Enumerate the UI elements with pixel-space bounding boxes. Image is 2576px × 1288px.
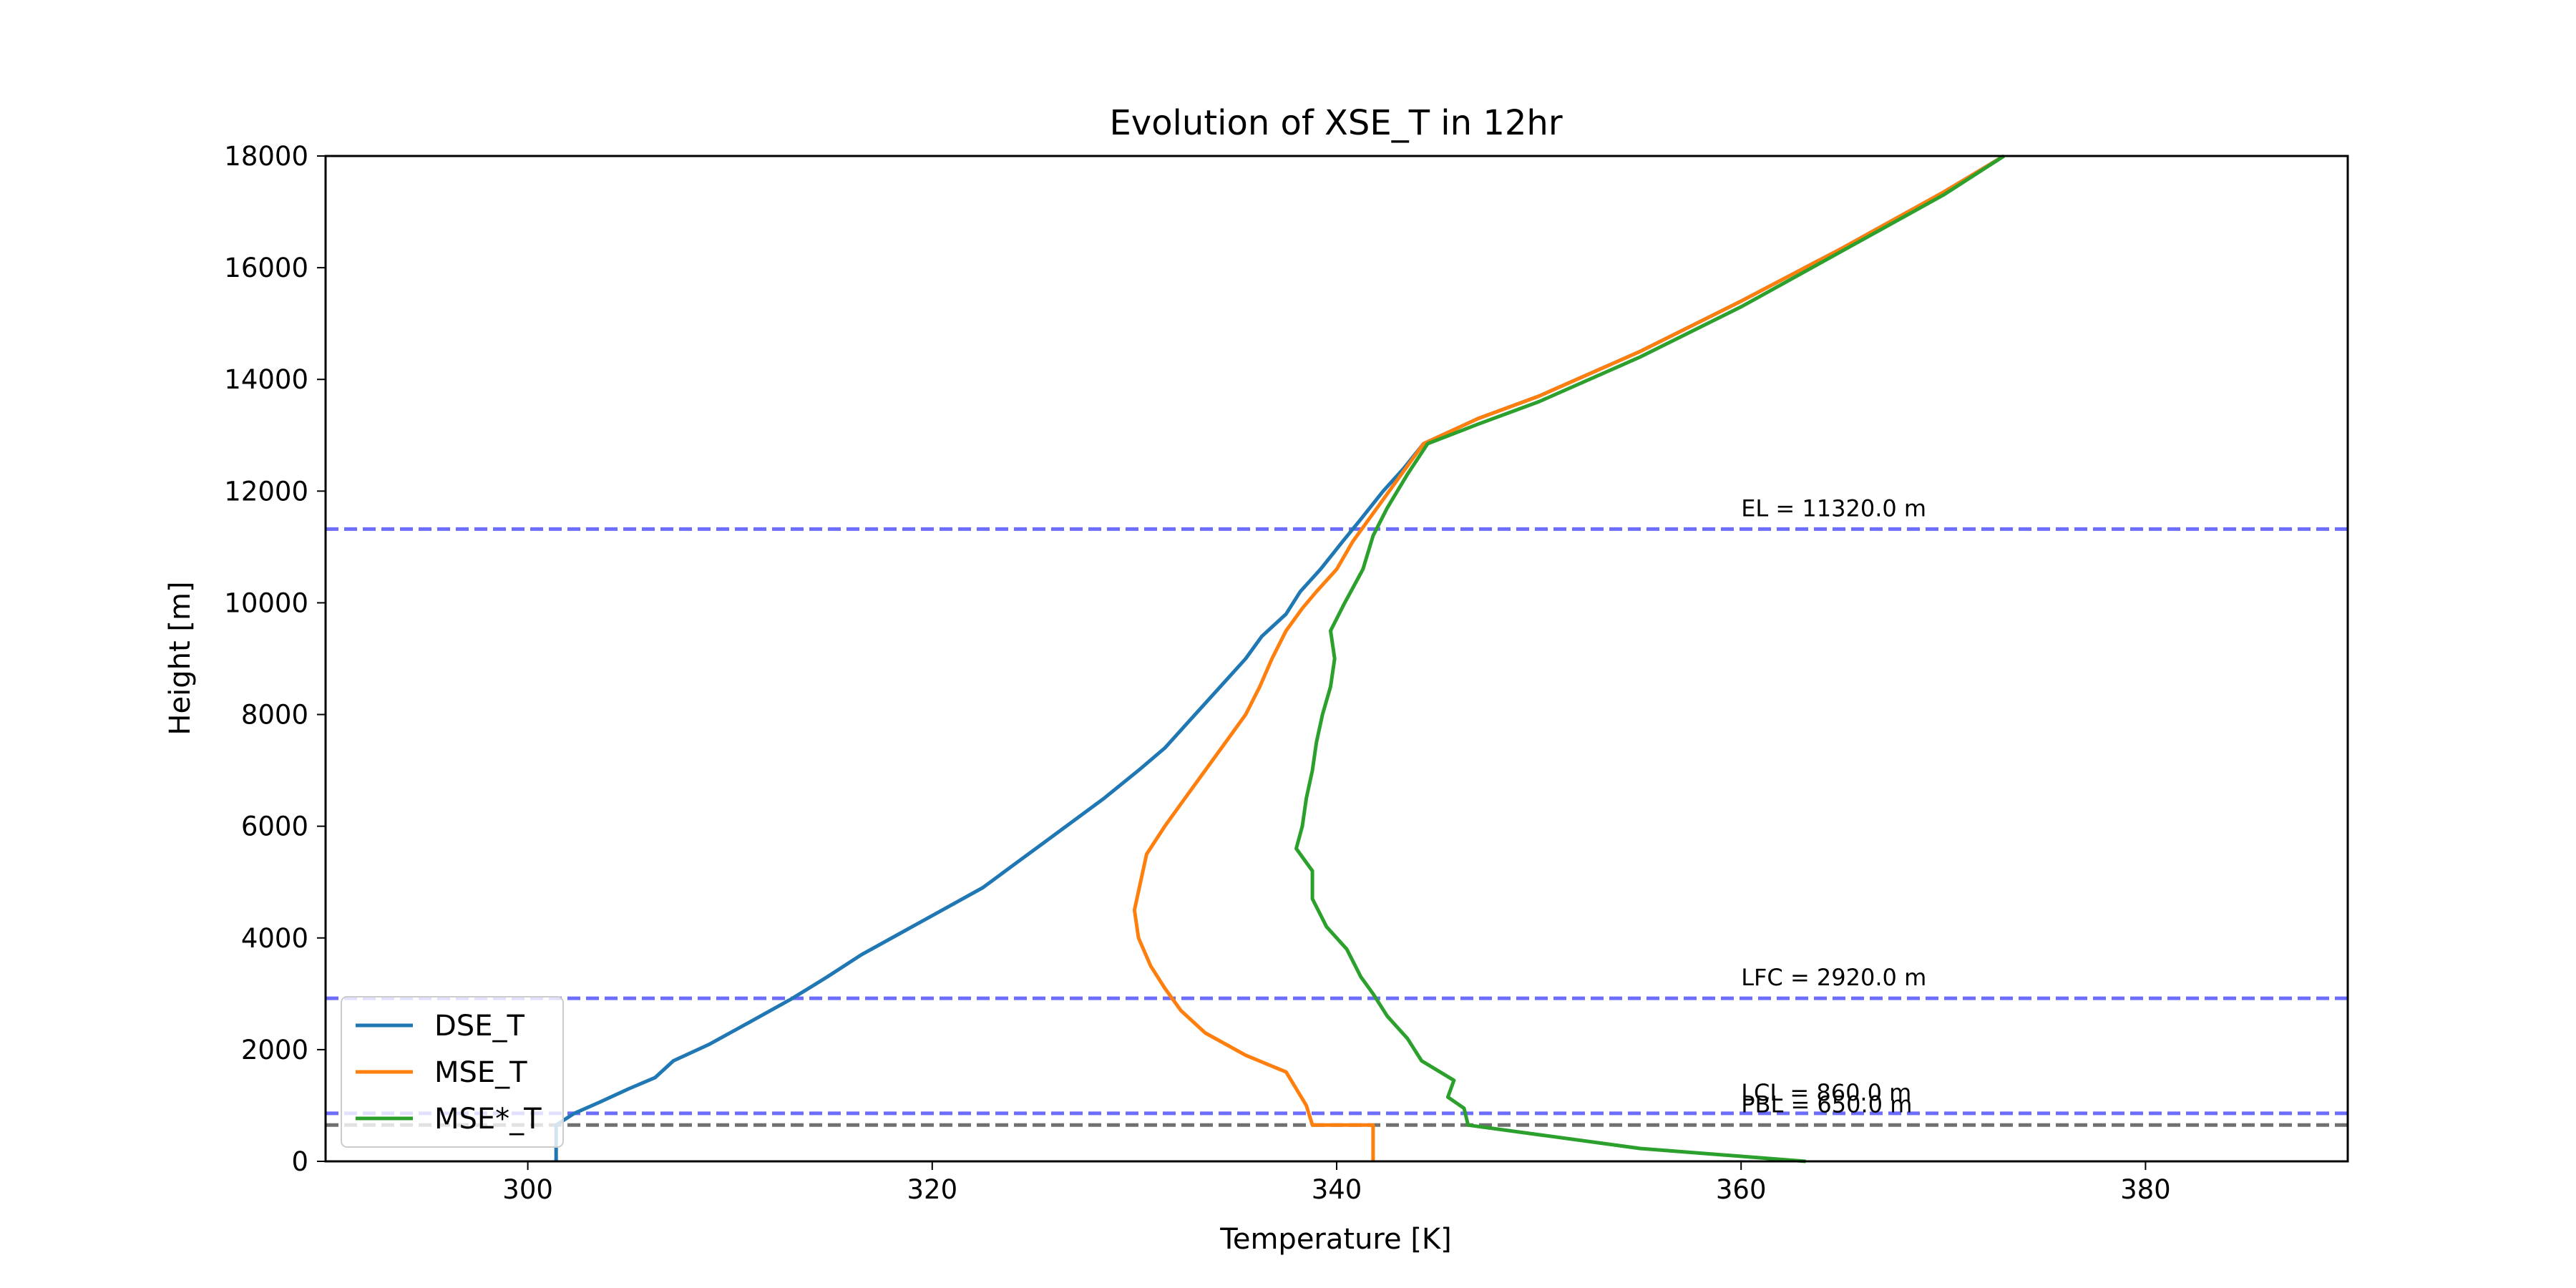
y-tick-label: 0	[291, 1146, 308, 1177]
y-tick-label: 4000	[241, 923, 308, 954]
legend-label: MSE_T	[434, 1056, 527, 1089]
y-tick-label: 8000	[241, 700, 308, 731]
reference-line-label: PBL = 650.0 m	[1741, 1091, 1912, 1118]
x-tick-label: 360	[1716, 1174, 1767, 1205]
x-tick-label: 340	[1312, 1174, 1362, 1205]
reference-lines: EL = 11320.0 m LFC = 2920.0 m LCL = 860.0 …	[326, 494, 2348, 1127]
y-tick-label: 2000	[241, 1035, 308, 1065]
y-tick-label: 6000	[241, 811, 308, 842]
y-tick-label: 16000	[224, 253, 308, 283]
plot-frame	[324, 155, 2349, 1163]
series-line-dse-t	[554, 154, 2005, 1161]
legend-label: DSE_T	[434, 1010, 525, 1043]
legend-box	[341, 996, 564, 1148]
x-axis-label: Temperature [K]	[1219, 1223, 1452, 1256]
reference-line-label: EL = 11320.0 m	[1741, 494, 1926, 522]
reference-line-label: LFC = 2920.0 m	[1741, 964, 1926, 991]
legend: DSE_T MSE_T MSE*_T	[341, 996, 564, 1148]
y-axis: 0 2000 4000 6000 8000 10000 12000 14000 16000 180…	[224, 141, 326, 1177]
x-tick-label: 320	[907, 1174, 957, 1205]
series-lines	[554, 154, 2005, 1163]
series-line-mse-t	[1132, 154, 2005, 1161]
series-line-mse-t	[1294, 154, 2005, 1163]
y-tick-label: 12000	[224, 476, 308, 507]
y-tick-label: 10000	[224, 587, 308, 618]
legend-label: MSE*_T	[434, 1103, 542, 1136]
reference-line-label: LCL = 860.0 m	[1741, 1079, 1911, 1106]
x-tick-label: 300	[502, 1174, 553, 1205]
y-tick-label: 18000	[224, 141, 308, 172]
chart-title: Evolution of XSE_T in 12hr	[1109, 103, 1562, 143]
x-axis: 300 320 340 360 380	[502, 1161, 2171, 1205]
y-tick-label: 14000	[224, 364, 308, 395]
y-axis-label: Height [m]	[164, 581, 197, 735]
x-tick-label: 380	[2120, 1174, 2171, 1205]
